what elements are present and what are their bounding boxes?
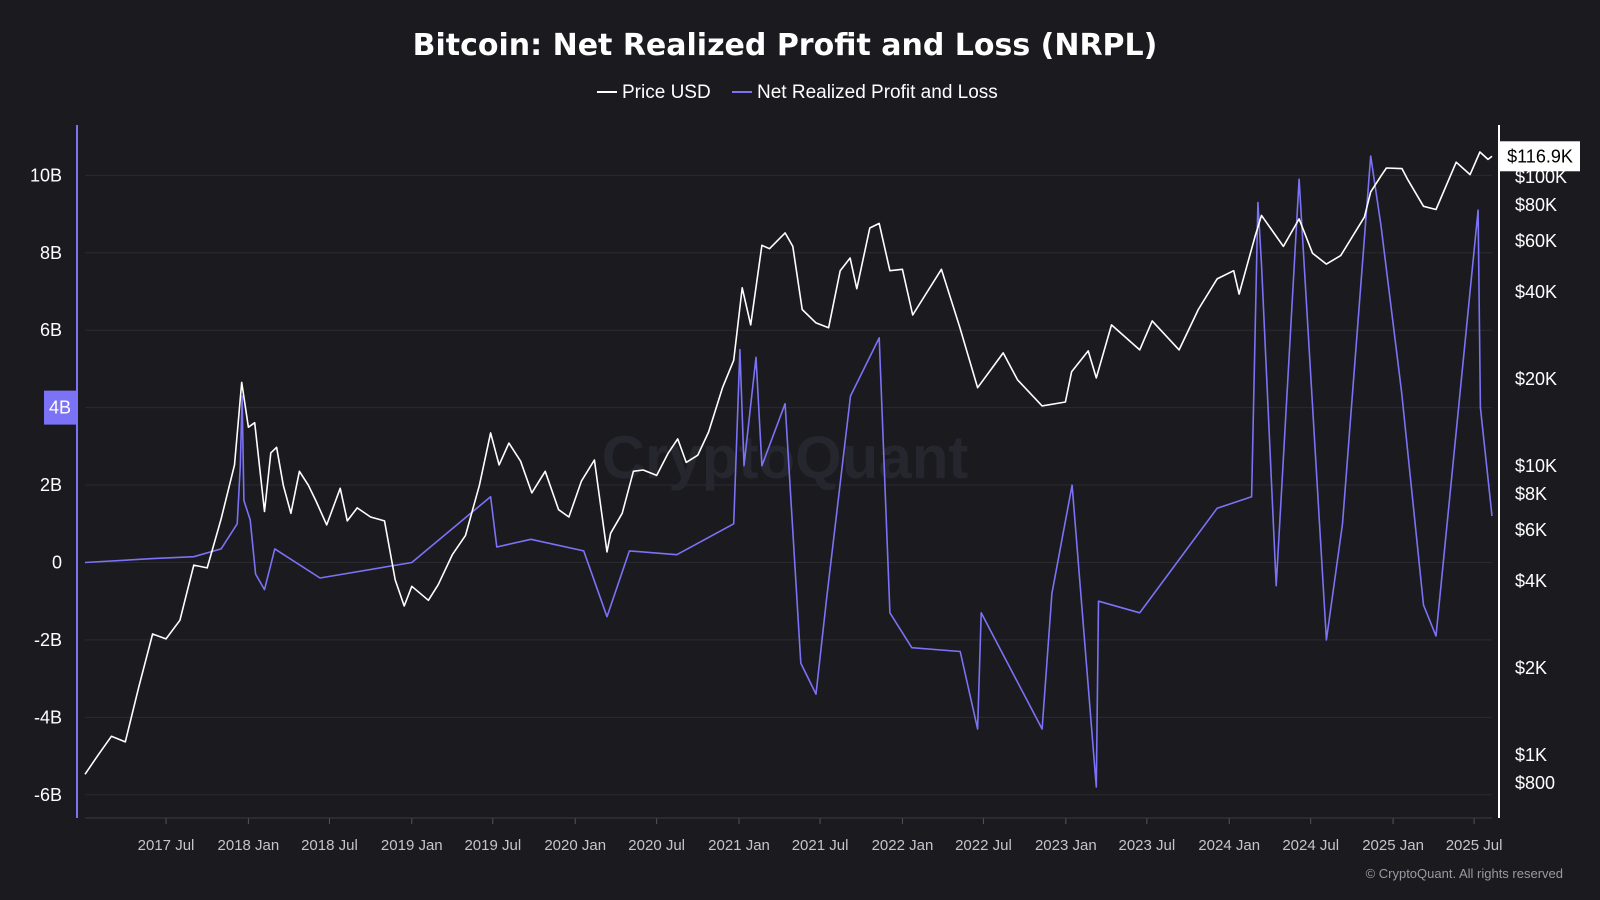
- current-price-box: [1500, 141, 1580, 172]
- legend-label-price: Price USD: [622, 82, 711, 103]
- x-axis-tick-label: 2018 Jan: [218, 837, 280, 854]
- right-axis-tick-label: $100K: [1515, 167, 1567, 187]
- x-axis-tick-label: 2018 Jul: [301, 837, 358, 854]
- x-axis-tick-label: 2023 Jul: [1118, 837, 1175, 854]
- x-axis-tick-label: 2025 Jan: [1362, 837, 1424, 854]
- right-axis-tick-label: $80K: [1515, 195, 1557, 215]
- left-axis-highlight-box: [44, 390, 76, 425]
- grid-layer: [85, 174, 1492, 796]
- x-axis-tick-label: 2017 Jul: [138, 837, 195, 854]
- current-price-label: $116.9K: [1507, 146, 1573, 166]
- left-axis-tick-label: -4B: [34, 707, 62, 727]
- right-axis-tick-label: $40K: [1515, 282, 1557, 302]
- left-axis-tick-label: 6B: [40, 320, 62, 340]
- right-axis-tick-label: $8K: [1515, 484, 1547, 504]
- watermark: CryptoQuant: [602, 424, 969, 491]
- right-axis-tick-label: $10K: [1515, 456, 1557, 476]
- legend-item-nrpl[interactable]: Net Realized Profit and Loss: [732, 82, 998, 103]
- x-axis-tick-label: 2020 Jul: [628, 837, 685, 854]
- right-axis-tick-label: $2K: [1515, 658, 1547, 678]
- right-axis-tick-label: $4K: [1515, 571, 1547, 591]
- x-axis-tick-label: 2020 Jan: [544, 837, 606, 854]
- right-axis-tick-label: $6K: [1515, 520, 1547, 540]
- left-axis-tick-label: 8B: [40, 243, 62, 263]
- x-axis-ticks: 2017 Jul 2018 Jan 2018 Jul 2019 Jan 2019 Jul…: [85, 817, 1503, 854]
- x-axis-tick-label: 2021 Jul: [792, 837, 849, 854]
- copyright: © CryptoQuant. All rights reserved: [1366, 866, 1563, 881]
- left-axis-tick-label: 2B: [40, 475, 62, 495]
- legend: Price USD Net Realized Profit and Loss: [597, 82, 998, 103]
- x-axis-tick-label: 2022 Jul: [955, 837, 1012, 854]
- left-axis-highlight-label: 4B: [49, 398, 71, 418]
- x-axis-tick-label: 2024 Jul: [1282, 837, 1339, 854]
- x-axis-tick-label: 2024 Jan: [1198, 837, 1260, 854]
- left-axis-tick-label: 10B: [30, 165, 62, 185]
- left-axis-highlight: 4B: [44, 390, 76, 425]
- x-axis-tick-label: 2025 Jul: [1446, 837, 1503, 854]
- left-axis-tick-label: -6B: [34, 785, 62, 805]
- right-axis-tick-label: $1K: [1515, 745, 1547, 765]
- x-axis-tick-label: 2021 Jan: [708, 837, 770, 854]
- x-axis-tick-label: 2019 Jul: [464, 837, 521, 854]
- x-axis-tick-label: 2022 Jan: [872, 837, 934, 854]
- right-axis-tick-label: $60K: [1515, 231, 1557, 251]
- left-axis-tick-label: 0: [52, 552, 62, 572]
- right-axis-tick-label: $20K: [1515, 369, 1557, 389]
- right-axis-tick-label: $800: [1515, 773, 1555, 793]
- x-axis-tick-label: 2023 Jan: [1035, 837, 1097, 854]
- left-axis-tick-label: -2B: [34, 630, 62, 650]
- legend-item-price[interactable]: Price USD: [597, 82, 711, 103]
- x-axis-tick-label: 2019 Jan: [381, 837, 443, 854]
- current-price-tag: $116.9K: [1500, 141, 1580, 172]
- chart-title: Bitcoin: Net Realized Profit and Loss (N…: [413, 28, 1158, 63]
- legend-label-nrpl: Net Realized Profit and Loss: [757, 82, 998, 103]
- nrpl-series-line: [84, 155, 1493, 788]
- left-axis-ticks: 10B 8B 6B 2B 0 -2B -4B -6B: [30, 165, 62, 804]
- right-axis-ticks: $100K $80K $60K $40K $20K $10K $8K $6K $4K $2K $1K…: [1515, 167, 1567, 793]
- price-series-line: [84, 151, 1493, 775]
